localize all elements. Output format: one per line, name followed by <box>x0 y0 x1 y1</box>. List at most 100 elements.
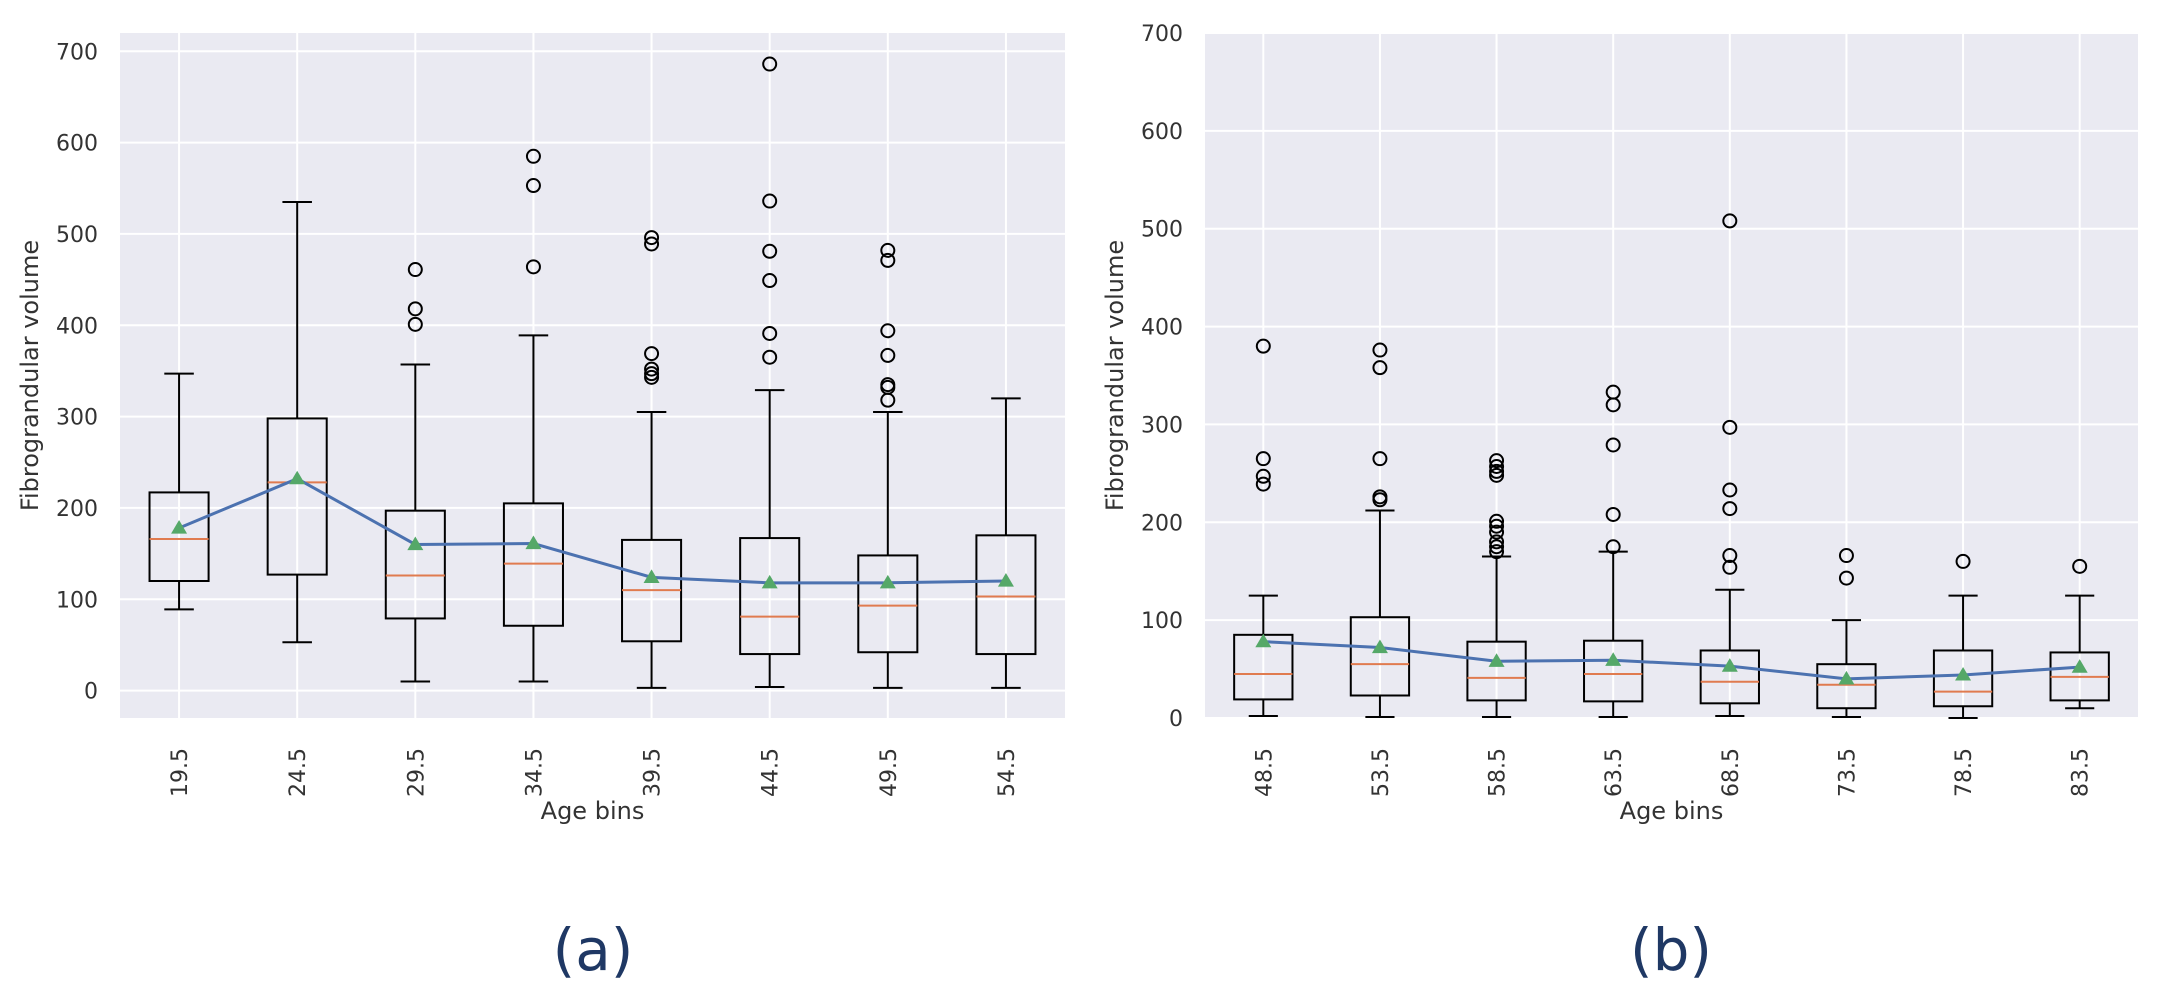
iqr-box <box>739 537 801 656</box>
outlier-point <box>407 316 423 332</box>
y-axis-label: Fibrograndular volume <box>16 240 44 511</box>
outlier-point <box>1489 463 1505 479</box>
box-73.5 <box>1816 548 1877 719</box>
outlier-point <box>880 377 896 393</box>
box-19.5 <box>148 372 210 611</box>
outlier-point <box>525 178 541 194</box>
outlier-point <box>1722 419 1738 435</box>
x-tick-label: 48.5 <box>1252 748 1277 797</box>
mean-marker <box>525 535 542 550</box>
outlier-point <box>1255 451 1271 467</box>
outlier-point <box>1722 559 1738 575</box>
outlier-point <box>1489 518 1505 534</box>
y-axis-label: Fibrograndular volume <box>1101 240 1129 511</box>
x-tick-label: 34.5 <box>522 748 547 797</box>
outlier-point <box>762 349 778 365</box>
outlier-point <box>1489 539 1505 555</box>
box-44.5 <box>739 56 801 688</box>
outlier-point <box>1838 570 1854 586</box>
box-78.5 <box>1932 553 1994 719</box>
y-tick-label: 500 <box>56 223 98 248</box>
outlier-point <box>1489 459 1505 475</box>
iqr-box <box>1349 616 1411 697</box>
mean-marker <box>1371 639 1388 654</box>
outlier-point <box>1372 489 1388 505</box>
outlier-point <box>407 262 423 278</box>
outlier-point <box>762 325 778 341</box>
outlier-point <box>880 323 896 339</box>
x-tick-label: 24.5 <box>286 748 311 797</box>
outlier-point <box>1605 506 1621 522</box>
mean-marker <box>643 569 660 583</box>
y-tick-label: 600 <box>56 132 98 157</box>
panel-b: 0 100 200 300 400 500 600 700 48.5 53.5 58.5 63.5 68… <box>1101 22 2138 984</box>
x-tick-label: 19.5 <box>168 748 193 797</box>
outlier-point <box>1722 482 1738 498</box>
panel-label: (b) <box>1630 916 1712 984</box>
y-tick-label: 0 <box>84 680 98 705</box>
outlier-point <box>1372 451 1388 467</box>
iqr-box <box>1816 663 1877 710</box>
outlier-point <box>762 273 778 289</box>
outlier-point <box>880 347 896 363</box>
outlier-point <box>1838 548 1854 564</box>
outlier-point <box>644 346 660 362</box>
y-tick-label: 300 <box>56 406 98 431</box>
outlier-point <box>762 56 778 72</box>
y-tick-label: 500 <box>1141 218 1183 243</box>
box-34.5 <box>502 148 564 683</box>
outlier-point <box>1372 360 1388 376</box>
x-axis-label: Age bins <box>1620 797 1724 825</box>
outlier-point <box>644 230 660 246</box>
outlier-point <box>644 236 660 252</box>
mean-marker <box>1955 666 1972 681</box>
mean-marker <box>1838 670 1855 685</box>
outlier-point <box>880 252 896 268</box>
outlier-point <box>1255 468 1271 484</box>
iqr-box <box>1466 640 1527 702</box>
x-tick-label: 68.5 <box>1719 748 1744 797</box>
x-tick-label: 63.5 <box>1602 748 1627 797</box>
y-tick-label: 200 <box>1141 511 1183 536</box>
y-tick-label: 200 <box>56 497 98 522</box>
plot-area <box>1205 33 2138 718</box>
outlier-point <box>1605 437 1621 453</box>
box-29.5 <box>384 262 446 683</box>
outlier-point <box>762 243 778 259</box>
outlier-point <box>1489 453 1505 469</box>
mean-marker <box>879 574 896 589</box>
x-tick-label: 29.5 <box>404 748 429 797</box>
mean-marker <box>761 574 778 589</box>
y-tick-label: 600 <box>1141 120 1183 145</box>
y-tick-label: 700 <box>56 40 98 65</box>
outlier-point <box>762 193 778 209</box>
mean-line <box>1263 640 2080 681</box>
outlier-point <box>1489 544 1505 560</box>
x-tick-label: 53.5 <box>1369 748 1394 797</box>
x-tick-label: 78.5 <box>1952 748 1977 797</box>
x-tick-label: 54.5 <box>995 748 1020 797</box>
box-39.5 <box>621 230 683 689</box>
box-54.5 <box>975 397 1037 689</box>
panel-a: 0 100 200 300 400 500 600 700 19.5 24.5 29.5 34.5 39… <box>16 33 1065 984</box>
plot-area <box>120 33 1065 718</box>
mean-marker <box>171 520 188 534</box>
mean-marker <box>1605 652 1622 666</box>
outlier-point <box>525 259 541 275</box>
box-49.5 <box>857 242 919 689</box>
y-tick-label: 700 <box>1141 22 1183 47</box>
iqr-box <box>1583 639 1644 703</box>
y-tick-label: 400 <box>1141 316 1183 341</box>
x-tick-label: 73.5 <box>1835 748 1860 797</box>
outlier-point <box>1489 534 1505 550</box>
iqr-box <box>1932 649 1994 708</box>
mean-marker <box>1721 658 1738 672</box>
mean-marker <box>997 573 1014 587</box>
mean-marker <box>2071 659 2088 673</box>
iqr-box <box>975 534 1037 656</box>
outlier-point <box>2072 558 2088 574</box>
box-68.5 <box>1699 213 1760 718</box>
outlier-point <box>880 242 896 258</box>
x-tick-label: 58.5 <box>1486 748 1511 797</box>
